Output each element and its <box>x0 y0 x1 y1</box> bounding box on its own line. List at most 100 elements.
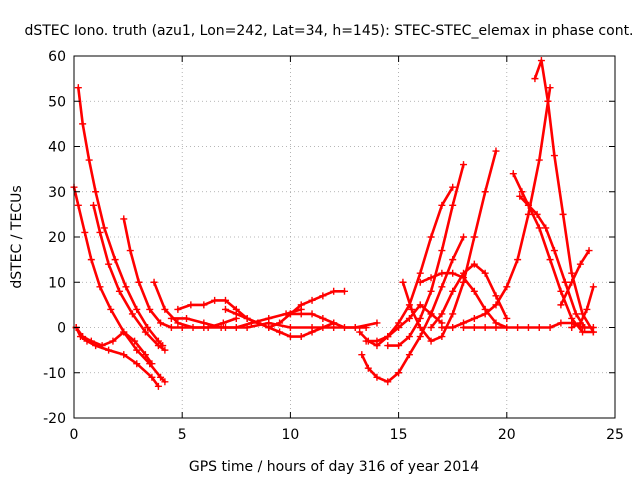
x-tick-label: 15 <box>390 427 408 443</box>
y-tick-label: 40 <box>48 140 66 156</box>
data-point <box>589 324 597 331</box>
data-point <box>219 319 227 327</box>
data-point <box>481 310 489 318</box>
data-point <box>568 324 576 331</box>
data-point <box>408 305 416 313</box>
data-point <box>546 324 554 331</box>
data-point <box>297 310 305 318</box>
data-point <box>449 201 457 209</box>
data-point <box>341 287 348 295</box>
x-tick-label: 5 <box>178 427 187 443</box>
data-point <box>107 305 115 313</box>
data-point <box>568 278 576 286</box>
data-point <box>183 314 191 322</box>
data-point <box>546 84 554 92</box>
track-26 <box>557 247 593 309</box>
data-point <box>503 283 511 291</box>
data-point <box>133 346 141 354</box>
data-point <box>481 269 489 277</box>
data-point <box>128 310 136 318</box>
y-ticks: -20 -10 0 10 20 30 40 50 60 <box>43 49 615 427</box>
data-point <box>373 373 381 381</box>
data-point <box>373 342 381 350</box>
data-point <box>470 324 478 331</box>
x-axis-label: GPS time / hours of day 316 of year 2014 <box>189 459 479 475</box>
data-point <box>503 314 511 322</box>
data-point <box>83 337 91 345</box>
data-point <box>131 337 139 345</box>
data-point <box>427 324 435 331</box>
data-point <box>356 328 364 336</box>
data-point <box>74 201 82 209</box>
data-point <box>416 269 424 277</box>
data-point <box>559 210 567 218</box>
data-point <box>531 75 539 83</box>
data-point <box>92 188 100 196</box>
track-24 <box>531 57 597 336</box>
data-point <box>243 324 251 331</box>
track-8 <box>174 296 262 327</box>
data-point <box>583 305 591 313</box>
data-point <box>330 324 338 331</box>
data-point <box>100 224 108 232</box>
data-point <box>470 287 478 295</box>
data-point <box>405 314 413 322</box>
track-line <box>74 326 154 365</box>
data-point <box>89 201 97 209</box>
data-point <box>561 278 569 286</box>
y-axis-label: dSTEC / TECUs <box>9 185 25 288</box>
data-point <box>535 156 543 164</box>
data-point <box>150 278 158 286</box>
data-point <box>243 314 251 322</box>
data-point <box>572 310 580 318</box>
data-point <box>144 324 152 331</box>
x-tick-label: 25 <box>606 427 624 443</box>
data-point <box>438 283 446 291</box>
data-point <box>265 319 273 327</box>
data-point <box>449 269 457 277</box>
data-point <box>589 283 597 291</box>
data-point <box>460 269 468 277</box>
data-point <box>449 256 457 264</box>
track-13 <box>178 319 381 331</box>
track-22 <box>509 170 597 336</box>
data-point <box>120 215 128 223</box>
x-tick-label: 20 <box>498 427 516 443</box>
data-point <box>81 228 89 236</box>
data-point <box>481 188 489 196</box>
data-point <box>174 319 182 327</box>
data-point <box>492 292 500 300</box>
data-point <box>416 333 424 341</box>
data-point <box>427 233 435 241</box>
data-point <box>550 247 558 255</box>
data-point <box>514 324 522 331</box>
data-point <box>286 310 294 318</box>
data-point <box>438 310 446 318</box>
data-point <box>135 278 143 286</box>
track-line <box>570 285 595 329</box>
data-point <box>146 305 154 313</box>
data-point <box>85 156 93 164</box>
data-point <box>308 324 316 331</box>
track-line <box>401 149 498 343</box>
data-point <box>535 324 543 331</box>
data-point <box>585 247 593 255</box>
y-tick-label: -10 <box>43 366 66 382</box>
track-15 <box>356 183 457 350</box>
data-point <box>514 256 522 264</box>
data-point <box>133 305 141 313</box>
track-21 <box>438 84 554 331</box>
data-point <box>351 324 359 331</box>
data-point <box>133 360 141 368</box>
data-point <box>395 369 403 377</box>
track-line <box>559 249 591 307</box>
data-point <box>416 324 424 331</box>
data-point <box>174 305 182 313</box>
grid <box>74 56 615 418</box>
track-18 <box>399 147 500 345</box>
track-line <box>440 86 552 329</box>
data-point <box>154 342 162 350</box>
data-point <box>544 97 552 105</box>
data-point <box>286 333 294 341</box>
data-point <box>460 324 468 331</box>
